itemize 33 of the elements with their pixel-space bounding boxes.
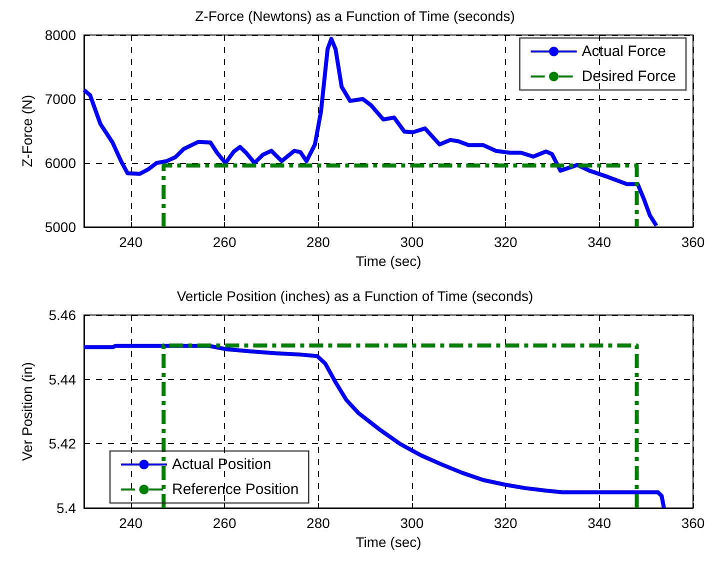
y-tick-label: 6000: [44, 155, 76, 171]
x-tick-label: 260: [212, 234, 236, 250]
y-tick-label: 7000: [44, 91, 76, 107]
y-tick-label: 8000: [44, 27, 76, 43]
x-tick-label: 280: [306, 234, 330, 250]
x-axis-title: Time (sec): [356, 534, 422, 550]
x-tick-label: 340: [588, 515, 612, 531]
x-tick-label: 300: [400, 515, 424, 531]
x-tick-label: 360: [681, 515, 705, 531]
y-tick-label: 5.42: [48, 436, 76, 452]
legend-label: Reference Position: [172, 481, 299, 498]
x-tick-label: 320: [494, 234, 518, 250]
legend-label: Actual Position: [172, 456, 272, 473]
x-tick-label: 240: [119, 515, 143, 531]
y-tick-label: 5.44: [48, 371, 76, 388]
legend-label: Actual Force: [582, 43, 666, 60]
x-axis-title: Time (sec): [356, 252, 422, 269]
legend-label: Desired Force: [582, 68, 676, 85]
line-series: [82, 344, 666, 510]
x-tick-label: 240: [119, 234, 143, 250]
x-tick-label: 300: [400, 234, 424, 250]
y-tick-label: 5.4: [56, 500, 76, 516]
chart-title: Z-Force (Newtons) as a Function of Time (seconds): [195, 8, 515, 24]
chart-title: Verticle Position (inches) as a Function of Time (seconds): [176, 288, 534, 304]
x-tick-label: 260: [212, 515, 236, 531]
y-tick-label: 5.46: [48, 307, 76, 323]
y-tick-label: 5000: [44, 219, 76, 235]
y-axis-title: Ver Position (in): [19, 362, 35, 461]
x-tick-label: 340: [588, 234, 612, 250]
x-tick-label: 280: [306, 515, 330, 531]
y-axis-title: Z-Force (N): [18, 94, 35, 168]
x-tick-label: 360: [681, 234, 705, 250]
x-tick-label: 320: [494, 515, 518, 531]
